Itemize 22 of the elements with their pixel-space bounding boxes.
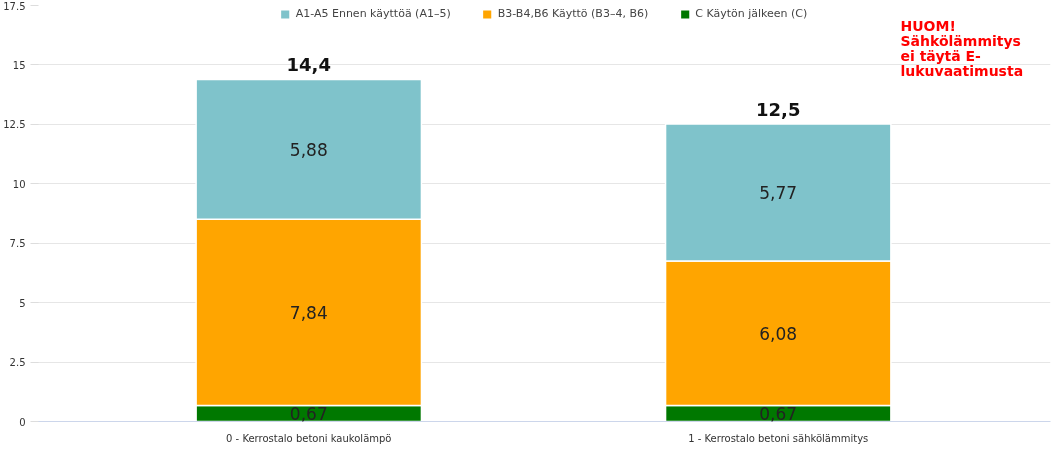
y-tick-label: 12.5	[3, 119, 26, 131]
data-label: 0,67	[289, 404, 328, 425]
legend-label: A1-A5 Ennen käyttöä (A1–5)	[295, 7, 451, 20]
x-tick-label: 0 - Kerrostalo betoni kaukolämpö	[226, 432, 392, 444]
data-label: 5,88	[289, 139, 328, 160]
x-tick-label: 1 - Kerrostalo betoni sähkölämmitys	[688, 432, 869, 444]
data-label: 6,08	[759, 323, 798, 344]
data-label: 5,77	[759, 182, 798, 203]
y-tick-label: 15	[12, 59, 26, 71]
y-tick-label: 2.5	[9, 357, 26, 369]
y-tick-label: 10	[12, 178, 26, 190]
annotation: HUOM! Sähkölämmitys ei täytä E- lukuvaatimusta	[900, 17, 1024, 79]
y-tick-label: 5	[19, 297, 26, 309]
data-label: 7,84	[289, 302, 328, 323]
total-label: 12,5	[756, 98, 801, 120]
legend-label: C Käytön jälkeen (C)	[695, 7, 808, 20]
data-label: 0,67	[759, 404, 798, 425]
y-tick-label: 17.5	[3, 0, 26, 12]
legend-label: B3-B4,B6 Käyttö (B3–4, B6)	[497, 7, 649, 20]
y-tick-label: 7.5	[9, 238, 26, 250]
y-tick-label: 0	[19, 416, 26, 428]
total-label: 14,4	[286, 54, 331, 76]
